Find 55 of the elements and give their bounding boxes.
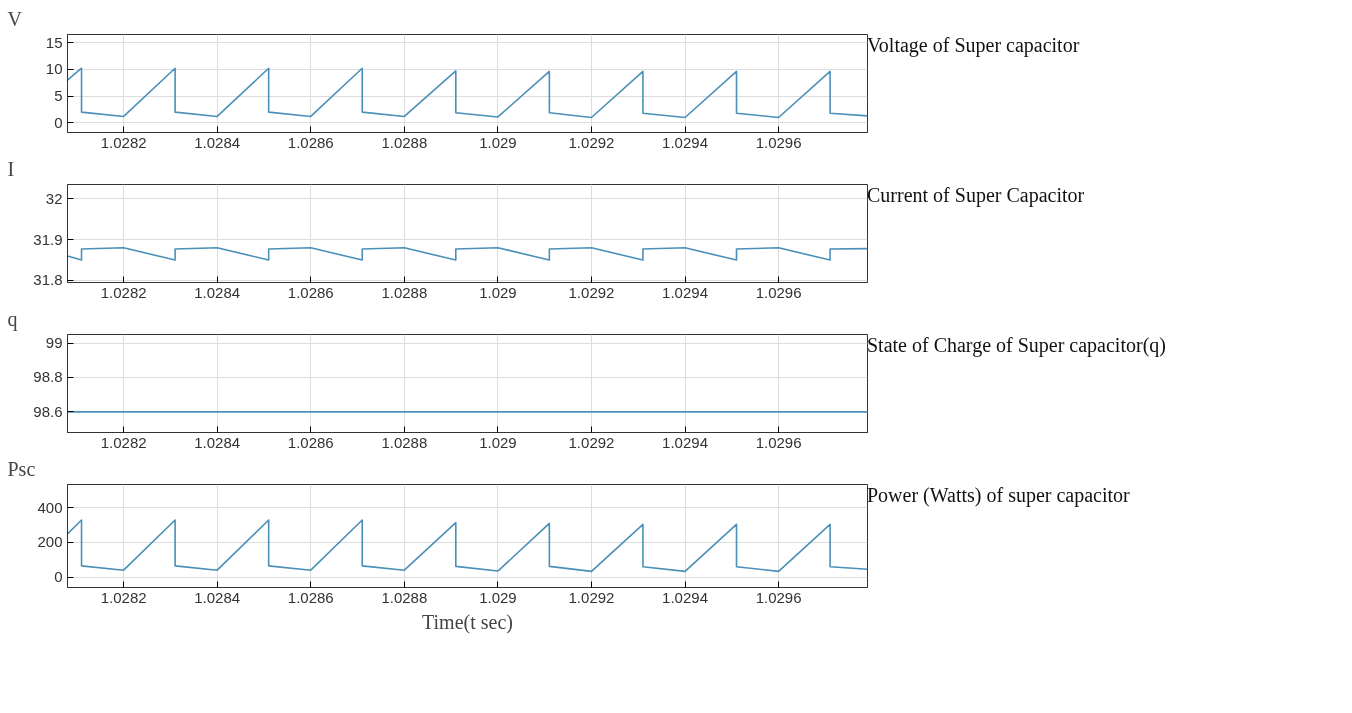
x-tick-label: 1.0288 xyxy=(381,283,428,301)
x-tick-label: 1.0294 xyxy=(662,283,708,301)
y-tick-label: 200 xyxy=(37,533,63,551)
text: Current of Super Capacitor xyxy=(867,184,1085,207)
text: State of Charge of Super capacitor(q) xyxy=(867,334,1166,357)
y-tick-label: 0 xyxy=(54,568,63,586)
x-tick-label: 1.0282 xyxy=(100,588,147,606)
y-tick-label: 98.6 xyxy=(33,402,63,420)
y-tick-label: 98.8 xyxy=(33,368,63,386)
y-tick-label: 31.9 xyxy=(33,230,63,248)
x-tick-label: 1.0284 xyxy=(194,433,241,451)
y-tick-label: 15 xyxy=(45,33,63,51)
line-series xyxy=(67,67,868,119)
x-tick-label: 1.0296 xyxy=(755,283,802,301)
y-tick-label: 32 xyxy=(45,189,63,207)
x-tick-label: 1.029 xyxy=(479,588,517,606)
y-axis-title: I xyxy=(7,157,15,180)
x-tick-label: 1.029 xyxy=(479,133,517,151)
y-axis-title: V xyxy=(7,7,23,30)
y-axis-title: q xyxy=(7,307,18,331)
x-tick-label: 1.0294 xyxy=(662,588,708,606)
x-tick-label: 1.0288 xyxy=(381,588,428,606)
x-tick-label: 1.0282 xyxy=(100,133,147,151)
line-series xyxy=(67,246,868,261)
y-axis-title: Psc xyxy=(7,457,36,480)
y-tick-label: 0 xyxy=(54,113,63,131)
x-tick-label: 1.0286 xyxy=(287,283,334,301)
x-axis-title: Time(t sec) xyxy=(422,610,513,634)
x-tick-label: 1.0282 xyxy=(100,433,147,451)
line-series xyxy=(67,519,868,573)
x-tick-label: 1.029 xyxy=(479,433,517,451)
y-tick-label: 10 xyxy=(45,60,63,78)
x-tick-label: 1.0286 xyxy=(287,433,334,451)
x-tick-label: 1.0284 xyxy=(194,133,241,151)
x-tick-label: 1.0284 xyxy=(194,588,241,606)
x-tick-label: 1.0286 xyxy=(287,133,334,151)
x-tick-label: 1.0296 xyxy=(755,133,802,151)
x-tick-label: 1.0282 xyxy=(100,283,147,301)
y-tick-label: 99 xyxy=(45,334,63,352)
y-tick-label: 31.8 xyxy=(33,271,63,289)
x-tick-label: 1.0284 xyxy=(194,283,241,301)
x-tick-label: 1.0286 xyxy=(287,588,334,606)
x-tick-label: 1.0292 xyxy=(568,588,615,606)
x-tick-label: 1.0288 xyxy=(381,133,428,151)
x-tick-label: 1.0288 xyxy=(381,433,428,451)
x-tick-label: 1.0292 xyxy=(568,283,615,301)
y-tick-label: 400 xyxy=(37,498,63,516)
x-tick-label: 1.0294 xyxy=(662,133,708,151)
x-tick-label: 1.0294 xyxy=(662,433,708,451)
x-tick-label: 1.0292 xyxy=(568,433,615,451)
y-tick-label: 5 xyxy=(54,87,63,105)
x-tick-label: 1.0296 xyxy=(755,588,802,606)
x-tick-label: 1.0292 xyxy=(568,133,615,151)
x-tick-label: 1.029 xyxy=(479,283,517,301)
x-tick-label: 1.0296 xyxy=(755,433,802,451)
